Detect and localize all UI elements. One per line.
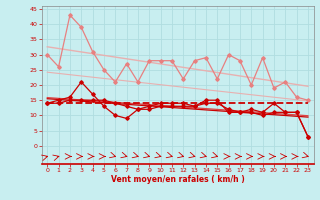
X-axis label: Vent moyen/en rafales ( km/h ): Vent moyen/en rafales ( km/h ) xyxy=(111,175,244,184)
